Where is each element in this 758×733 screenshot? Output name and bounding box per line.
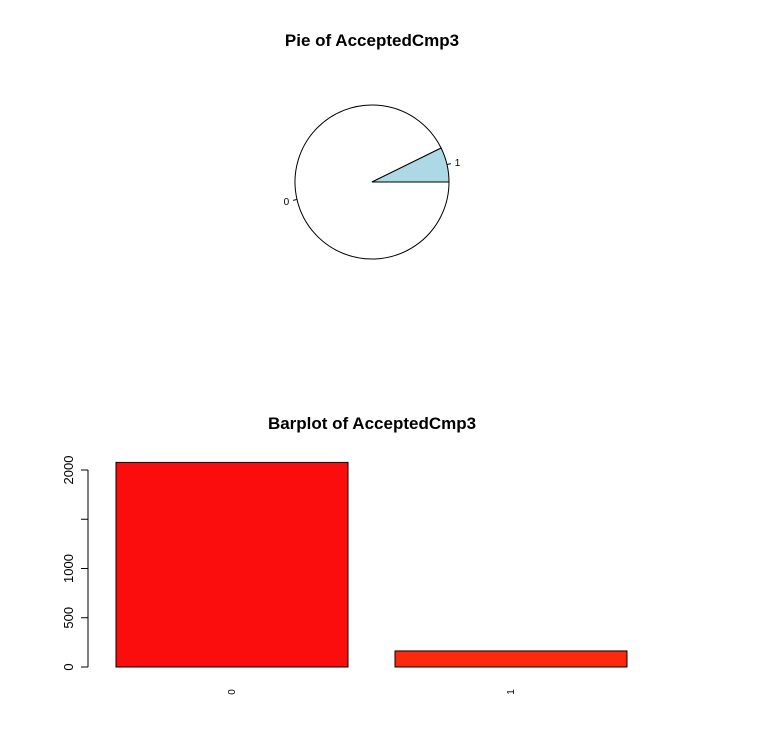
pie-title: Pie of AcceptedCmp3 bbox=[285, 31, 459, 50]
pie-chart: Pie of AcceptedCmp3 01 bbox=[284, 31, 461, 260]
pie-label-1: 1 bbox=[455, 158, 461, 169]
y-tick-label-1000: 1000 bbox=[61, 554, 76, 583]
y-tick-label-2000: 2000 bbox=[61, 456, 76, 485]
pie-slice-0 bbox=[294, 104, 450, 260]
bar-0 bbox=[115, 461, 349, 668]
pie-labels: 01 bbox=[284, 158, 461, 208]
x-tick-label-1: 1 bbox=[506, 689, 517, 695]
pie-label-0: 0 bbox=[284, 197, 290, 208]
bars bbox=[115, 461, 628, 668]
bar-title: Barplot of AcceptedCmp3 bbox=[268, 414, 476, 433]
x-tick-label-0: 0 bbox=[227, 689, 238, 695]
pie-slice-1 bbox=[371, 147, 450, 183]
y-tick-label-500: 500 bbox=[61, 607, 76, 629]
pie-label-tick-1 bbox=[446, 163, 452, 166]
bar-1 bbox=[394, 650, 628, 668]
y-tick-label-0: 0 bbox=[61, 663, 76, 670]
y-axis: 0 500 1000 2000 bbox=[61, 456, 89, 671]
pie-label-tick-0 bbox=[292, 198, 298, 201]
pie-slices bbox=[294, 104, 450, 260]
